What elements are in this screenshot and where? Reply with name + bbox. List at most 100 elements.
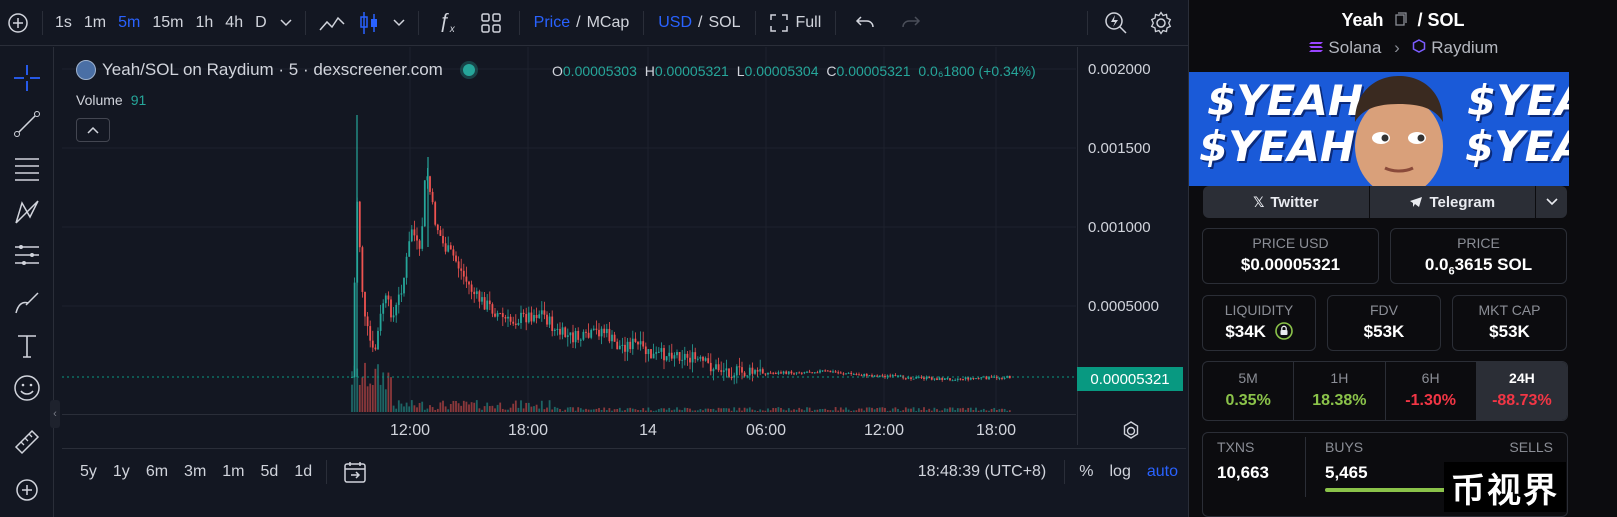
volume-bar <box>598 408 600 412</box>
candle-body <box>564 327 567 337</box>
candle-body <box>527 312 530 323</box>
price-toggle-label[interactable]: Price <box>533 13 571 31</box>
line-chart-type-button[interactable] <box>312 0 352 46</box>
axis-settings-button[interactable] <box>1120 420 1142 447</box>
timeframe-1s[interactable]: 1s <box>55 13 72 31</box>
goto-date-button[interactable] <box>343 460 367 484</box>
timeframe-4h[interactable]: 4h <box>225 13 244 31</box>
volume-bar <box>397 400 400 412</box>
candle-body <box>907 377 910 379</box>
indicators-button[interactable]: ƒx <box>425 0 469 46</box>
volume-bar <box>959 408 962 412</box>
candle-body <box>897 375 899 377</box>
candle-body <box>738 366 741 368</box>
volume-bar <box>928 408 931 412</box>
range-1d[interactable]: 1d <box>294 462 313 480</box>
mcap-toggle-label[interactable]: MCap <box>586 13 630 31</box>
volume-bar <box>520 400 522 412</box>
timeframe-1h[interactable]: 1h <box>195 13 214 31</box>
range-5d[interactable]: 5d <box>260 462 279 480</box>
volume-bar <box>829 410 832 412</box>
volume-bar <box>949 407 951 412</box>
chart-type-dropdown[interactable] <box>386 0 412 46</box>
price-chart[interactable] <box>62 47 1076 445</box>
candle-body <box>920 376 923 378</box>
volume-bar <box>546 407 548 412</box>
range-1m[interactable]: 1m <box>222 462 245 480</box>
alert-button[interactable] <box>1094 0 1138 46</box>
range-1y[interactable]: 1y <box>112 462 130 480</box>
volume-bar <box>790 410 793 412</box>
change-tab-5m[interactable]: 5M 0.35% <box>1203 362 1295 420</box>
range-5y[interactable]: 5y <box>80 462 97 480</box>
volume-bar <box>964 409 967 412</box>
fullscreen-button[interactable]: Full <box>762 0 830 46</box>
timeframe-dropdown[interactable] <box>273 0 299 46</box>
candle-chart-type-button[interactable] <box>352 0 386 46</box>
mktcap-label: MKT CAP <box>1478 302 1541 318</box>
timeframe-1m[interactable]: 1m <box>83 13 107 31</box>
crosshair-tool[interactable] <box>8 59 46 97</box>
volume-bar <box>665 409 668 412</box>
txns-label: TXNS <box>1217 439 1255 455</box>
price-axis[interactable]: 0.002000 0.001500 0.001000 0.0005000 <box>1077 47 1187 445</box>
percent-toggle[interactable]: % <box>1079 462 1094 480</box>
clock-timezone[interactable]: 18:48:39 (UTC+8) <box>917 462 1047 480</box>
volume-bar <box>943 408 946 412</box>
volume-bar <box>1001 408 1003 412</box>
measure-tool[interactable] <box>8 423 46 461</box>
change-tab-1h[interactable]: 1H 18.38% <box>1294 362 1386 420</box>
candle-body <box>793 373 795 375</box>
undo-button[interactable] <box>842 0 888 46</box>
prediction-tool[interactable] <box>8 237 46 275</box>
pattern-tool[interactable] <box>8 193 46 231</box>
volume-bar <box>670 410 673 412</box>
log-toggle[interactable]: log <box>1109 462 1131 480</box>
time-axis[interactable]: 12:00 18:00 14 06:00 12:00 18:00 <box>62 414 1076 448</box>
open-key: O <box>552 63 563 79</box>
copy-icon[interactable] <box>1394 12 1407 26</box>
redo-button[interactable] <box>888 0 934 46</box>
currency-toggle[interactable]: USD / SOL <box>650 0 748 46</box>
change-tab-6h[interactable]: 6H -1.30% <box>1386 362 1477 420</box>
twitter-button[interactable]: 𝕏 Twitter <box>1203 186 1369 218</box>
divider <box>1064 459 1066 484</box>
add-symbol-button[interactable] <box>0 0 36 46</box>
layout-button[interactable] <box>469 0 513 46</box>
brush-tool[interactable] <box>8 283 46 321</box>
change-tab-24h[interactable]: 24H -88.73% <box>1476 362 1567 420</box>
range-6m[interactable]: 6m <box>145 462 169 480</box>
collapse-legend-button[interactable] <box>76 118 110 142</box>
toolbar-collapse-handle[interactable]: ‹ <box>50 400 60 428</box>
timeframe-15m[interactable]: 15m <box>152 13 184 31</box>
sol-toggle-label[interactable]: SOL <box>708 13 741 31</box>
dex-name[interactable]: Raydium <box>1431 38 1499 57</box>
range-3m[interactable]: 3m <box>184 462 207 480</box>
fib-tool[interactable] <box>8 149 46 187</box>
chain-name[interactable]: Solana <box>1328 38 1382 57</box>
price-mcap-toggle[interactable]: Price / MCap <box>526 0 638 46</box>
settings-button[interactable] <box>1138 0 1184 46</box>
volume-bar <box>642 408 645 412</box>
candle-body <box>546 314 548 325</box>
trendline-tool[interactable] <box>8 105 46 143</box>
emoji-tool[interactable] <box>8 369 46 407</box>
candle-body <box>364 291 366 317</box>
zoom-tool[interactable] <box>8 471 46 509</box>
candle-body <box>969 377 972 380</box>
auto-scale-toggle[interactable]: auto <box>1146 462 1178 480</box>
volume-label: Volume <box>76 92 123 108</box>
text-tool[interactable] <box>8 327 46 365</box>
telegram-button[interactable]: Telegram <box>1370 186 1536 218</box>
lock-icon[interactable] <box>1274 322 1293 340</box>
more-links-button[interactable] <box>1535 186 1567 218</box>
usd-toggle-label[interactable]: USD <box>658 13 693 31</box>
timeframe-d[interactable]: D <box>255 13 267 31</box>
volume-bar <box>564 409 567 412</box>
candle-body <box>408 241 411 257</box>
smiley-icon <box>14 375 40 401</box>
candle-body <box>600 328 603 337</box>
volume-bar <box>410 400 413 412</box>
timeframe-5m[interactable]: 5m <box>118 13 141 31</box>
volume-bar <box>980 409 983 412</box>
